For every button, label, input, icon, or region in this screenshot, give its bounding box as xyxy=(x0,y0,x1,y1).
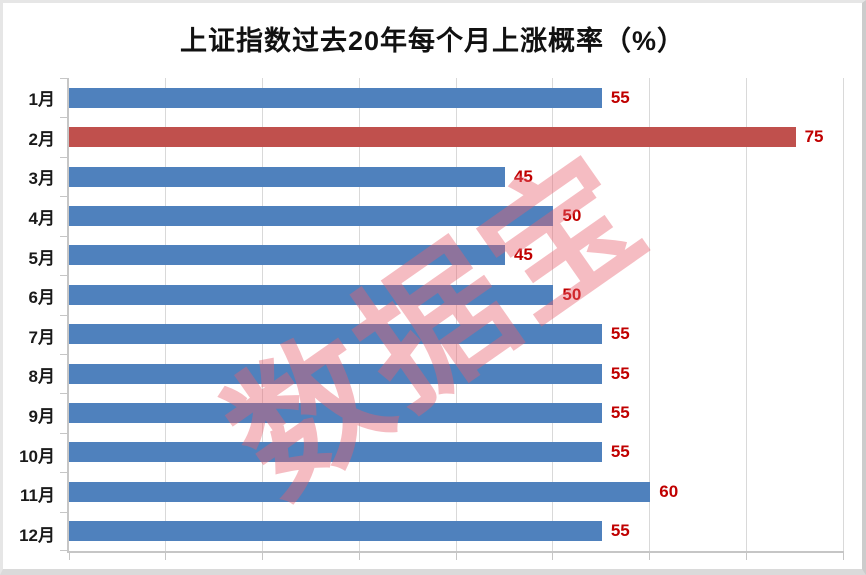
bar-9月 xyxy=(69,403,602,424)
bar-row-4月: 50 xyxy=(69,196,844,235)
bar-10月 xyxy=(69,442,602,463)
category-label-1月: 1月 xyxy=(28,90,55,110)
bar-12月 xyxy=(69,521,602,542)
bar-row-11月: 60 xyxy=(69,472,844,511)
y-axis-tick xyxy=(60,275,67,277)
chart-title: 上证指数过去20年每个月上涨概率（%） xyxy=(179,26,686,56)
bar-row-9月: 55 xyxy=(69,393,844,432)
value-label-1月: 55 xyxy=(610,87,630,107)
bar-row-7月: 55 xyxy=(69,315,844,354)
bar-3月 xyxy=(69,166,505,187)
x-axis-tick xyxy=(69,553,70,560)
category-label-7月: 7月 xyxy=(28,327,55,347)
y-axis-tick xyxy=(60,511,67,513)
category-label-3月: 3月 xyxy=(28,169,55,189)
y-axis-tick xyxy=(60,353,67,355)
y-axis-tick xyxy=(60,78,67,79)
x-axis-tick xyxy=(843,553,844,560)
y-axis-tick xyxy=(60,156,67,158)
x-axis-tick xyxy=(358,553,360,560)
y-axis-tick xyxy=(60,432,67,434)
gridline-x-40 xyxy=(455,78,457,551)
gridline-x-50 xyxy=(552,78,554,551)
value-label-3月: 45 xyxy=(513,166,533,186)
bar-row-12月: 55 xyxy=(69,512,844,551)
y-axis-tick xyxy=(60,472,67,474)
y-axis-tick xyxy=(60,117,67,119)
category-label-11月: 11月 xyxy=(20,486,55,506)
bar-5月 xyxy=(69,245,505,266)
bar-row-5月: 45 xyxy=(69,236,844,275)
value-label-5月: 45 xyxy=(513,245,533,265)
bar-4月 xyxy=(69,205,554,226)
x-axis-tick xyxy=(261,553,263,560)
bar-11月 xyxy=(69,481,651,502)
value-label-9月: 55 xyxy=(610,403,630,423)
category-label-12月: 12月 xyxy=(19,525,55,545)
y-axis-tick xyxy=(60,314,67,316)
category-label-9月: 9月 xyxy=(28,406,55,426)
plot-area: 55 75 45 50 45 50 55 55 55 55 60 55 xyxy=(60,78,844,560)
bar-6月 xyxy=(69,284,554,305)
value-label-2月: 75 xyxy=(804,127,824,147)
y-axis-tick xyxy=(60,393,67,395)
x-axis-tick xyxy=(746,553,748,560)
y-axis-tick xyxy=(60,235,67,237)
bar-row-6月: 50 xyxy=(69,275,844,314)
value-label-8月: 55 xyxy=(610,363,630,383)
category-label-6月: 6月 xyxy=(28,288,55,308)
value-label-12月: 55 xyxy=(610,521,630,541)
value-label-11月: 60 xyxy=(659,481,679,501)
gridline-x-20 xyxy=(261,78,263,551)
value-label-10月: 55 xyxy=(610,442,630,462)
value-label-4月: 50 xyxy=(562,205,582,225)
y-axis-tick xyxy=(60,550,67,551)
gridline-x-70 xyxy=(746,78,748,551)
x-axis-tick xyxy=(649,553,651,560)
bar-1月 xyxy=(69,87,602,108)
bar-row-1月: 55 xyxy=(69,78,844,117)
x-axis-tick xyxy=(552,553,554,560)
category-label-10月: 10月 xyxy=(19,446,55,466)
x-axis-tick xyxy=(164,553,166,560)
category-axis: 1月 2月 3月 4月 5月 6月 7月 8月 9月 10月 11月 12月 xyxy=(3,78,55,553)
bar-row-3月: 45 xyxy=(69,157,844,196)
gridline-x-80 xyxy=(843,78,844,551)
x-axis-tick xyxy=(455,553,457,560)
category-label-2月: 2月 xyxy=(28,129,55,149)
bar-7月 xyxy=(69,324,602,345)
bar-row-8月: 55 xyxy=(69,354,844,393)
gridline-x-60 xyxy=(649,78,651,551)
gridline-x-30 xyxy=(358,78,360,551)
bar-row-2月: 75 xyxy=(69,117,844,156)
bar-2月 xyxy=(69,127,796,148)
value-label-6月: 50 xyxy=(562,284,582,304)
gridline-x-10 xyxy=(164,78,166,551)
category-label-8月: 8月 xyxy=(28,367,55,387)
bar-8月 xyxy=(69,363,602,384)
category-label-5月: 5月 xyxy=(28,248,55,268)
category-label-4月: 4月 xyxy=(28,209,55,229)
bar-row-10月: 55 xyxy=(69,433,844,472)
value-label-7月: 55 xyxy=(610,324,630,344)
y-axis-tick xyxy=(60,196,67,198)
